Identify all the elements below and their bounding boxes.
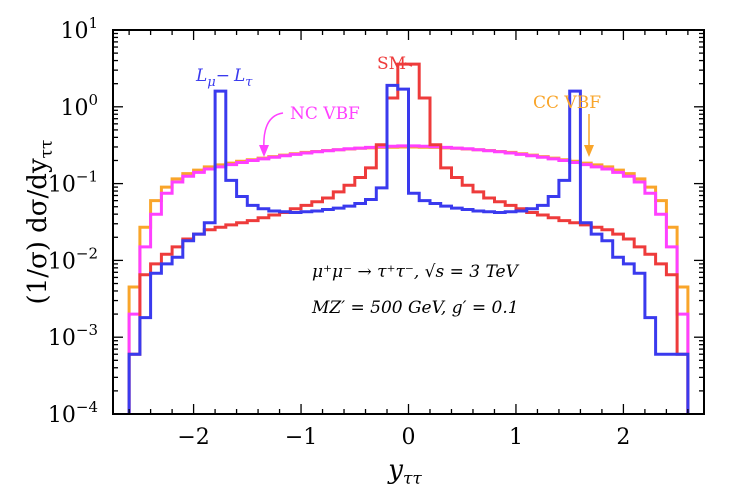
sm-label: SM (377, 54, 406, 74)
y-tick-label: 101 (60, 14, 98, 44)
y-axis-title: (1/σ) dσ/dyττ (23, 140, 57, 305)
y-tick-labels: 10−4 10−3 10−2 10−1 100 101 (48, 14, 98, 428)
nc-vbf-arrowhead (259, 145, 269, 157)
x-tick-label: −2 (177, 425, 209, 450)
y-tick-label: 100 (60, 91, 98, 121)
nc-vbf-label: NC VBF (290, 104, 360, 124)
x-tick-labels: −2 −1 0 1 2 (177, 425, 630, 450)
nc-vbf-arrow (263, 112, 284, 151)
x-tick-label: 1 (509, 425, 523, 450)
x-tick-label: 0 (402, 425, 416, 450)
y-tick-label: 10−2 (48, 244, 98, 274)
x-tick-label: 2 (616, 425, 630, 450)
x-axis-title: yττ (387, 455, 422, 489)
y-tick-label: 10−3 (48, 321, 98, 351)
series-line-3 (127, 83, 690, 414)
cc-vbf-arrowhead (584, 145, 594, 157)
process-line-1: μ⁺μ⁻ → τ⁺τ⁻, √s = 3 TeV (312, 262, 520, 282)
lmu-ltau-label: Lμ− Lτ (195, 66, 253, 90)
tick-layer (113, 29, 704, 415)
y-tick-label: 10−4 (48, 398, 98, 428)
process-line-2: MZ′ = 500 GeV, g′ = 0.1 (311, 298, 519, 318)
series-layer (127, 62, 690, 414)
y-tick-label: 10−1 (48, 168, 98, 198)
x-tick-label: −1 (285, 425, 317, 450)
cc-vbf-label: CC VBF (533, 93, 601, 113)
sm-arrow (404, 62, 413, 67)
